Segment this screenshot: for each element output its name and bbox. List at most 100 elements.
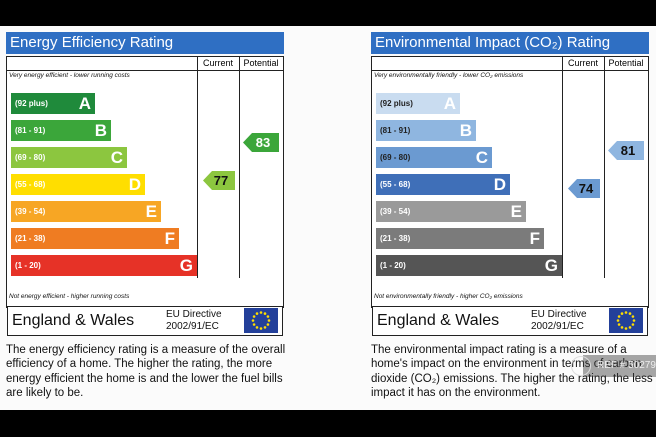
rating-band-g: (1 - 20) G [376, 255, 562, 276]
environment-top-note: Very environmentally friendly - lower CO… [374, 72, 524, 79]
eu-star [251, 319, 255, 322]
band-letter: G [544, 256, 558, 275]
eu-star [263, 312, 267, 315]
eu-star [624, 327, 628, 330]
reference-watermark: REF # 502791 [571, 355, 656, 377]
energy-potential-rating: 83 [243, 133, 279, 152]
eu-star [617, 315, 621, 318]
eu-star [620, 326, 624, 329]
band-letter: B [94, 121, 107, 140]
band-range: (81 - 91) [15, 126, 46, 135]
rating-band-f: (21 - 38) F [376, 228, 544, 249]
environment-current-rating: 74 [568, 179, 600, 198]
directive-label: EU Directive 2002/91/EC [531, 309, 587, 333]
eu-star [259, 311, 263, 314]
band-range: (92 plus) [15, 99, 48, 108]
eu-star [617, 323, 621, 326]
eu-star [266, 323, 270, 326]
band-range: (21 - 38) [380, 234, 411, 243]
band-letter: E [145, 202, 157, 221]
eu-star [628, 326, 632, 329]
eu-star [259, 327, 263, 330]
environment-chart: Current Potential Very environmentally f… [371, 56, 649, 336]
directive-label: EU Directive 2002/91/EC [166, 309, 222, 333]
column-divider [239, 57, 240, 278]
environment-potential-rating: 81 [608, 141, 644, 160]
energy-bottom-note: Not energy efficient - higher running co… [9, 293, 130, 300]
band-letter: A [78, 94, 91, 113]
region-label: England & Wales [12, 312, 135, 329]
eu-flag-icon [609, 308, 643, 333]
energy-efficiency-panel: Energy Efficiency Rating Current Potenti… [6, 32, 284, 336]
header-rule [7, 70, 197, 71]
environment-footer: England & Wales EU Directive 2002/91/EC [372, 306, 648, 336]
band-range: (69 - 80) [380, 153, 411, 162]
band-letter: F [164, 229, 175, 248]
rating-band-e: (39 - 54) E [376, 201, 526, 222]
epc-sheet: Energy Efficiency Rating Current Potenti… [0, 26, 656, 410]
band-range: (39 - 54) [15, 207, 46, 216]
directive-name: EU Directive [531, 309, 587, 320]
eu-star [255, 326, 259, 329]
rating-band-g: (1 - 20) G [11, 255, 197, 276]
band-range: (21 - 38) [15, 234, 46, 243]
eu-star [266, 315, 270, 318]
band-letter: B [459, 121, 472, 140]
directive-code: 2002/91/EC [531, 321, 584, 332]
energy-chart: Current Potential Very energy efficient … [6, 56, 284, 336]
rating-band-c: (69 - 80) C [376, 147, 492, 168]
column-divider [562, 57, 563, 278]
band-range: (1 - 20) [380, 261, 406, 270]
camera-icon [571, 356, 591, 376]
energy-top-note: Very energy efficient - lower running co… [9, 72, 130, 79]
rating-band-f: (21 - 38) F [11, 228, 179, 249]
eu-star [628, 312, 632, 315]
current-column-header: Current [197, 57, 239, 71]
eu-star [255, 312, 259, 315]
band-range: (81 - 91) [380, 126, 411, 135]
band-letter: F [529, 229, 540, 248]
band-range: (55 - 68) [380, 180, 411, 189]
directive-code: 2002/91/EC [166, 321, 219, 332]
rating-band-e: (39 - 54) E [11, 201, 161, 222]
eu-star [263, 326, 267, 329]
rating-band-a: (92 plus) A [11, 93, 95, 114]
current-column-header: Current [562, 57, 604, 71]
energy-footer: England & Wales EU Directive 2002/91/EC [7, 306, 283, 336]
header-rule [372, 70, 562, 71]
eu-star [631, 315, 635, 318]
reference-number: REF # 502791 [597, 360, 656, 371]
band-letter: C [110, 148, 123, 167]
eu-star [631, 323, 635, 326]
eu-flag-icon [244, 308, 278, 333]
column-divider [197, 57, 198, 278]
eu-star [252, 315, 256, 318]
eu-star [267, 319, 271, 322]
rating-band-a: (92 plus) A [376, 93, 460, 114]
potential-column-header: Potential [604, 57, 648, 71]
band-letter: D [128, 175, 141, 194]
band-range: (1 - 20) [15, 261, 41, 270]
energy-current-rating: 77 [203, 171, 235, 190]
band-letter: C [475, 148, 488, 167]
eu-star [252, 323, 256, 326]
eu-star [624, 311, 628, 314]
band-letter: E [510, 202, 522, 221]
eu-star [620, 312, 624, 315]
potential-column-header: Potential [239, 57, 283, 71]
energy-description: The energy efficiency rating is a measur… [6, 344, 286, 399]
column-divider [604, 57, 605, 278]
environment-bottom-note: Not environmentally friendly - higher CO… [374, 293, 523, 300]
band-range: (69 - 80) [15, 153, 46, 162]
eu-star [616, 319, 620, 322]
band-letter: G [179, 256, 193, 275]
rating-band-b: (81 - 91) B [11, 120, 111, 141]
band-range: (55 - 68) [15, 180, 46, 189]
energy-title: Energy Efficiency Rating [6, 32, 284, 54]
rating-band-d: (55 - 68) D [376, 174, 510, 195]
region-label: England & Wales [377, 312, 500, 329]
rating-band-d: (55 - 68) D [11, 174, 145, 195]
band-letter: A [443, 94, 456, 113]
band-range: (39 - 54) [380, 207, 411, 216]
rating-band-c: (69 - 80) C [11, 147, 127, 168]
